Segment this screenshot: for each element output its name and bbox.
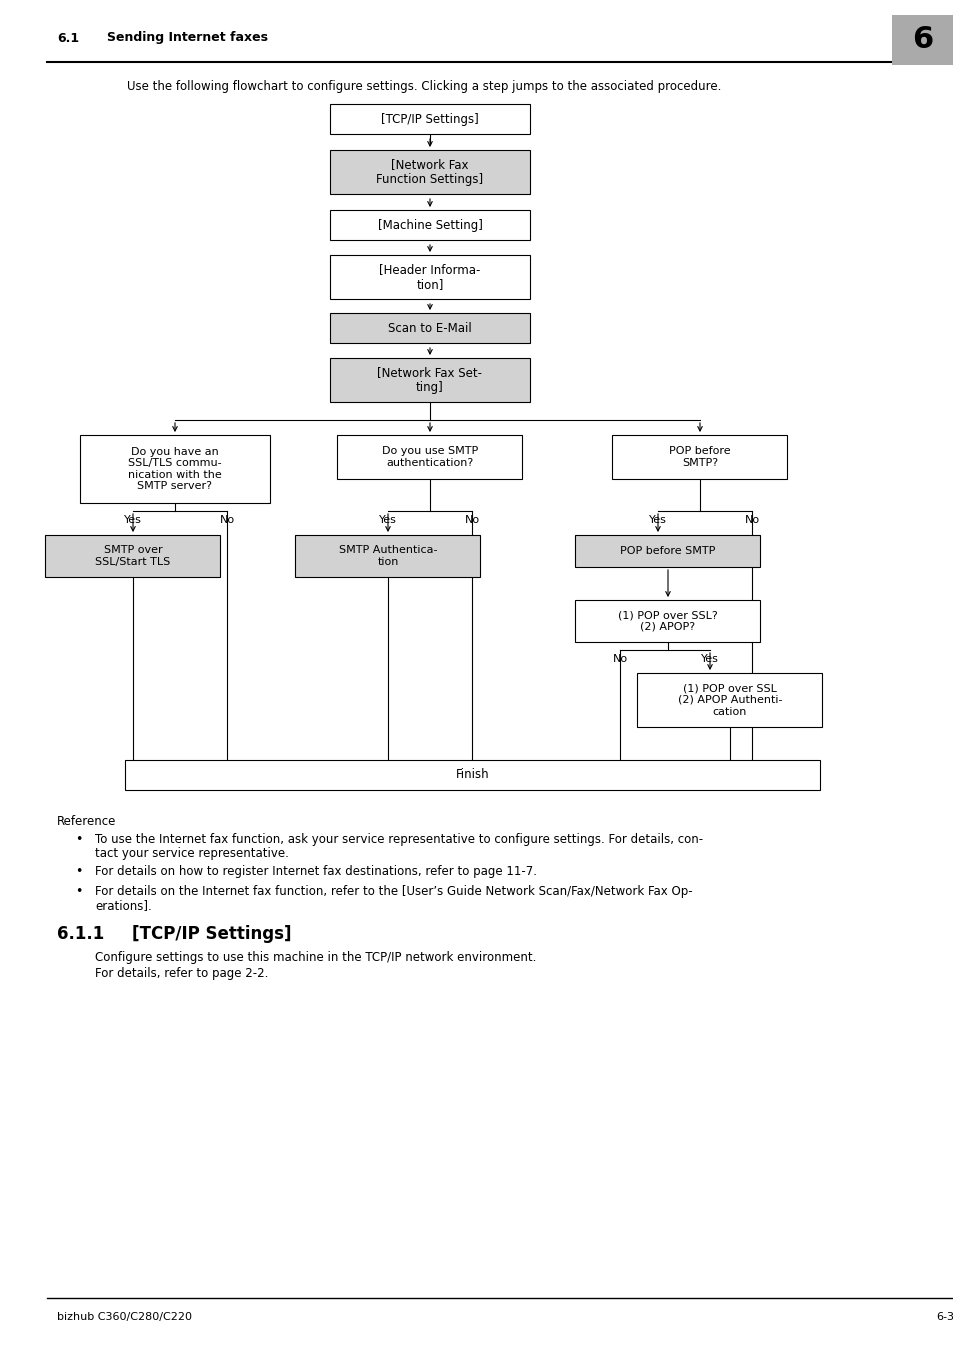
Text: •: • [75, 865, 82, 878]
Text: bizhub C360/C280/C220: bizhub C360/C280/C220 [57, 1312, 192, 1322]
Text: Sending Internet faxes: Sending Internet faxes [107, 31, 268, 45]
Text: [Header Informa-
tion]: [Header Informa- tion] [379, 263, 480, 292]
Bar [575, 535, 760, 567]
Text: POP before
SMTP?: POP before SMTP? [668, 447, 730, 468]
Text: No: No [219, 514, 234, 525]
Bar [125, 760, 820, 790]
Bar [337, 435, 522, 479]
Text: Yes: Yes [700, 653, 719, 664]
Bar [46, 535, 220, 576]
Text: •: • [75, 886, 82, 898]
Text: erations].: erations]. [95, 899, 152, 913]
Text: Do you use SMTP
authentication?: Do you use SMTP authentication? [381, 447, 477, 468]
Text: Yes: Yes [124, 514, 142, 525]
Bar [295, 535, 480, 576]
Text: •: • [75, 833, 82, 846]
Text: Configure settings to use this machine in the TCP/IP network environment.: Configure settings to use this machine i… [95, 950, 536, 964]
Text: Scan to E-Mail: Scan to E-Mail [388, 321, 472, 335]
Text: [TCP/IP Settings]: [TCP/IP Settings] [381, 112, 478, 126]
Text: 6: 6 [911, 26, 933, 54]
Text: Yes: Yes [378, 514, 396, 525]
Text: 6-3: 6-3 [935, 1312, 953, 1322]
Bar [637, 674, 821, 728]
Text: SMTP Authentica-
tion: SMTP Authentica- tion [338, 545, 436, 567]
Text: SMTP over
SSL/Start TLS: SMTP over SSL/Start TLS [95, 545, 171, 567]
Text: Do you have an
SSL/TLS commu-
nication with the
SMTP server?: Do you have an SSL/TLS commu- nication w… [128, 447, 222, 491]
Bar [330, 358, 530, 402]
Text: POP before SMTP: POP before SMTP [619, 545, 715, 556]
Bar [330, 150, 530, 194]
Text: For details, refer to page 2-2.: For details, refer to page 2-2. [95, 967, 268, 980]
Text: tact your service representative.: tact your service representative. [95, 846, 289, 860]
Text: Yes: Yes [648, 514, 666, 525]
Text: [Network Fax
Function Settings]: [Network Fax Function Settings] [376, 158, 483, 186]
Text: [Machine Setting]: [Machine Setting] [377, 219, 482, 231]
Text: To use the Internet fax function, ask your service representative to configure s: To use the Internet fax function, ask yo… [95, 833, 702, 846]
Text: Finish: Finish [456, 768, 489, 782]
Bar [891, 15, 953, 65]
Text: No: No [743, 514, 759, 525]
Bar [575, 599, 760, 643]
Bar [80, 435, 270, 504]
Text: (1) POP over SSL?
(2) APOP?: (1) POP over SSL? (2) APOP? [618, 610, 717, 632]
Text: Use the following flowchart to configure settings. Clicking a step jumps to the : Use the following flowchart to configure… [127, 80, 720, 93]
Text: Reference: Reference [57, 815, 116, 828]
Text: (1) POP over SSL
(2) APOP Authenti-
cation: (1) POP over SSL (2) APOP Authenti- cati… [677, 683, 781, 717]
Bar [330, 211, 530, 240]
Bar [330, 255, 530, 298]
Text: For details on how to register Internet fax destinations, refer to page 11-7.: For details on how to register Internet … [95, 865, 537, 878]
Bar [612, 435, 786, 479]
Text: [Network Fax Set-
ting]: [Network Fax Set- ting] [377, 366, 482, 394]
Bar [330, 104, 530, 134]
Text: No: No [464, 514, 479, 525]
Text: [TCP/IP Settings]: [TCP/IP Settings] [132, 925, 292, 944]
Text: 6.1: 6.1 [57, 31, 79, 45]
Text: For details on the Internet fax function, refer to the [User’s Guide Network Sca: For details on the Internet fax function… [95, 886, 692, 898]
Bar [330, 313, 530, 343]
Text: No: No [612, 653, 627, 664]
Text: 6.1.1: 6.1.1 [57, 925, 104, 944]
